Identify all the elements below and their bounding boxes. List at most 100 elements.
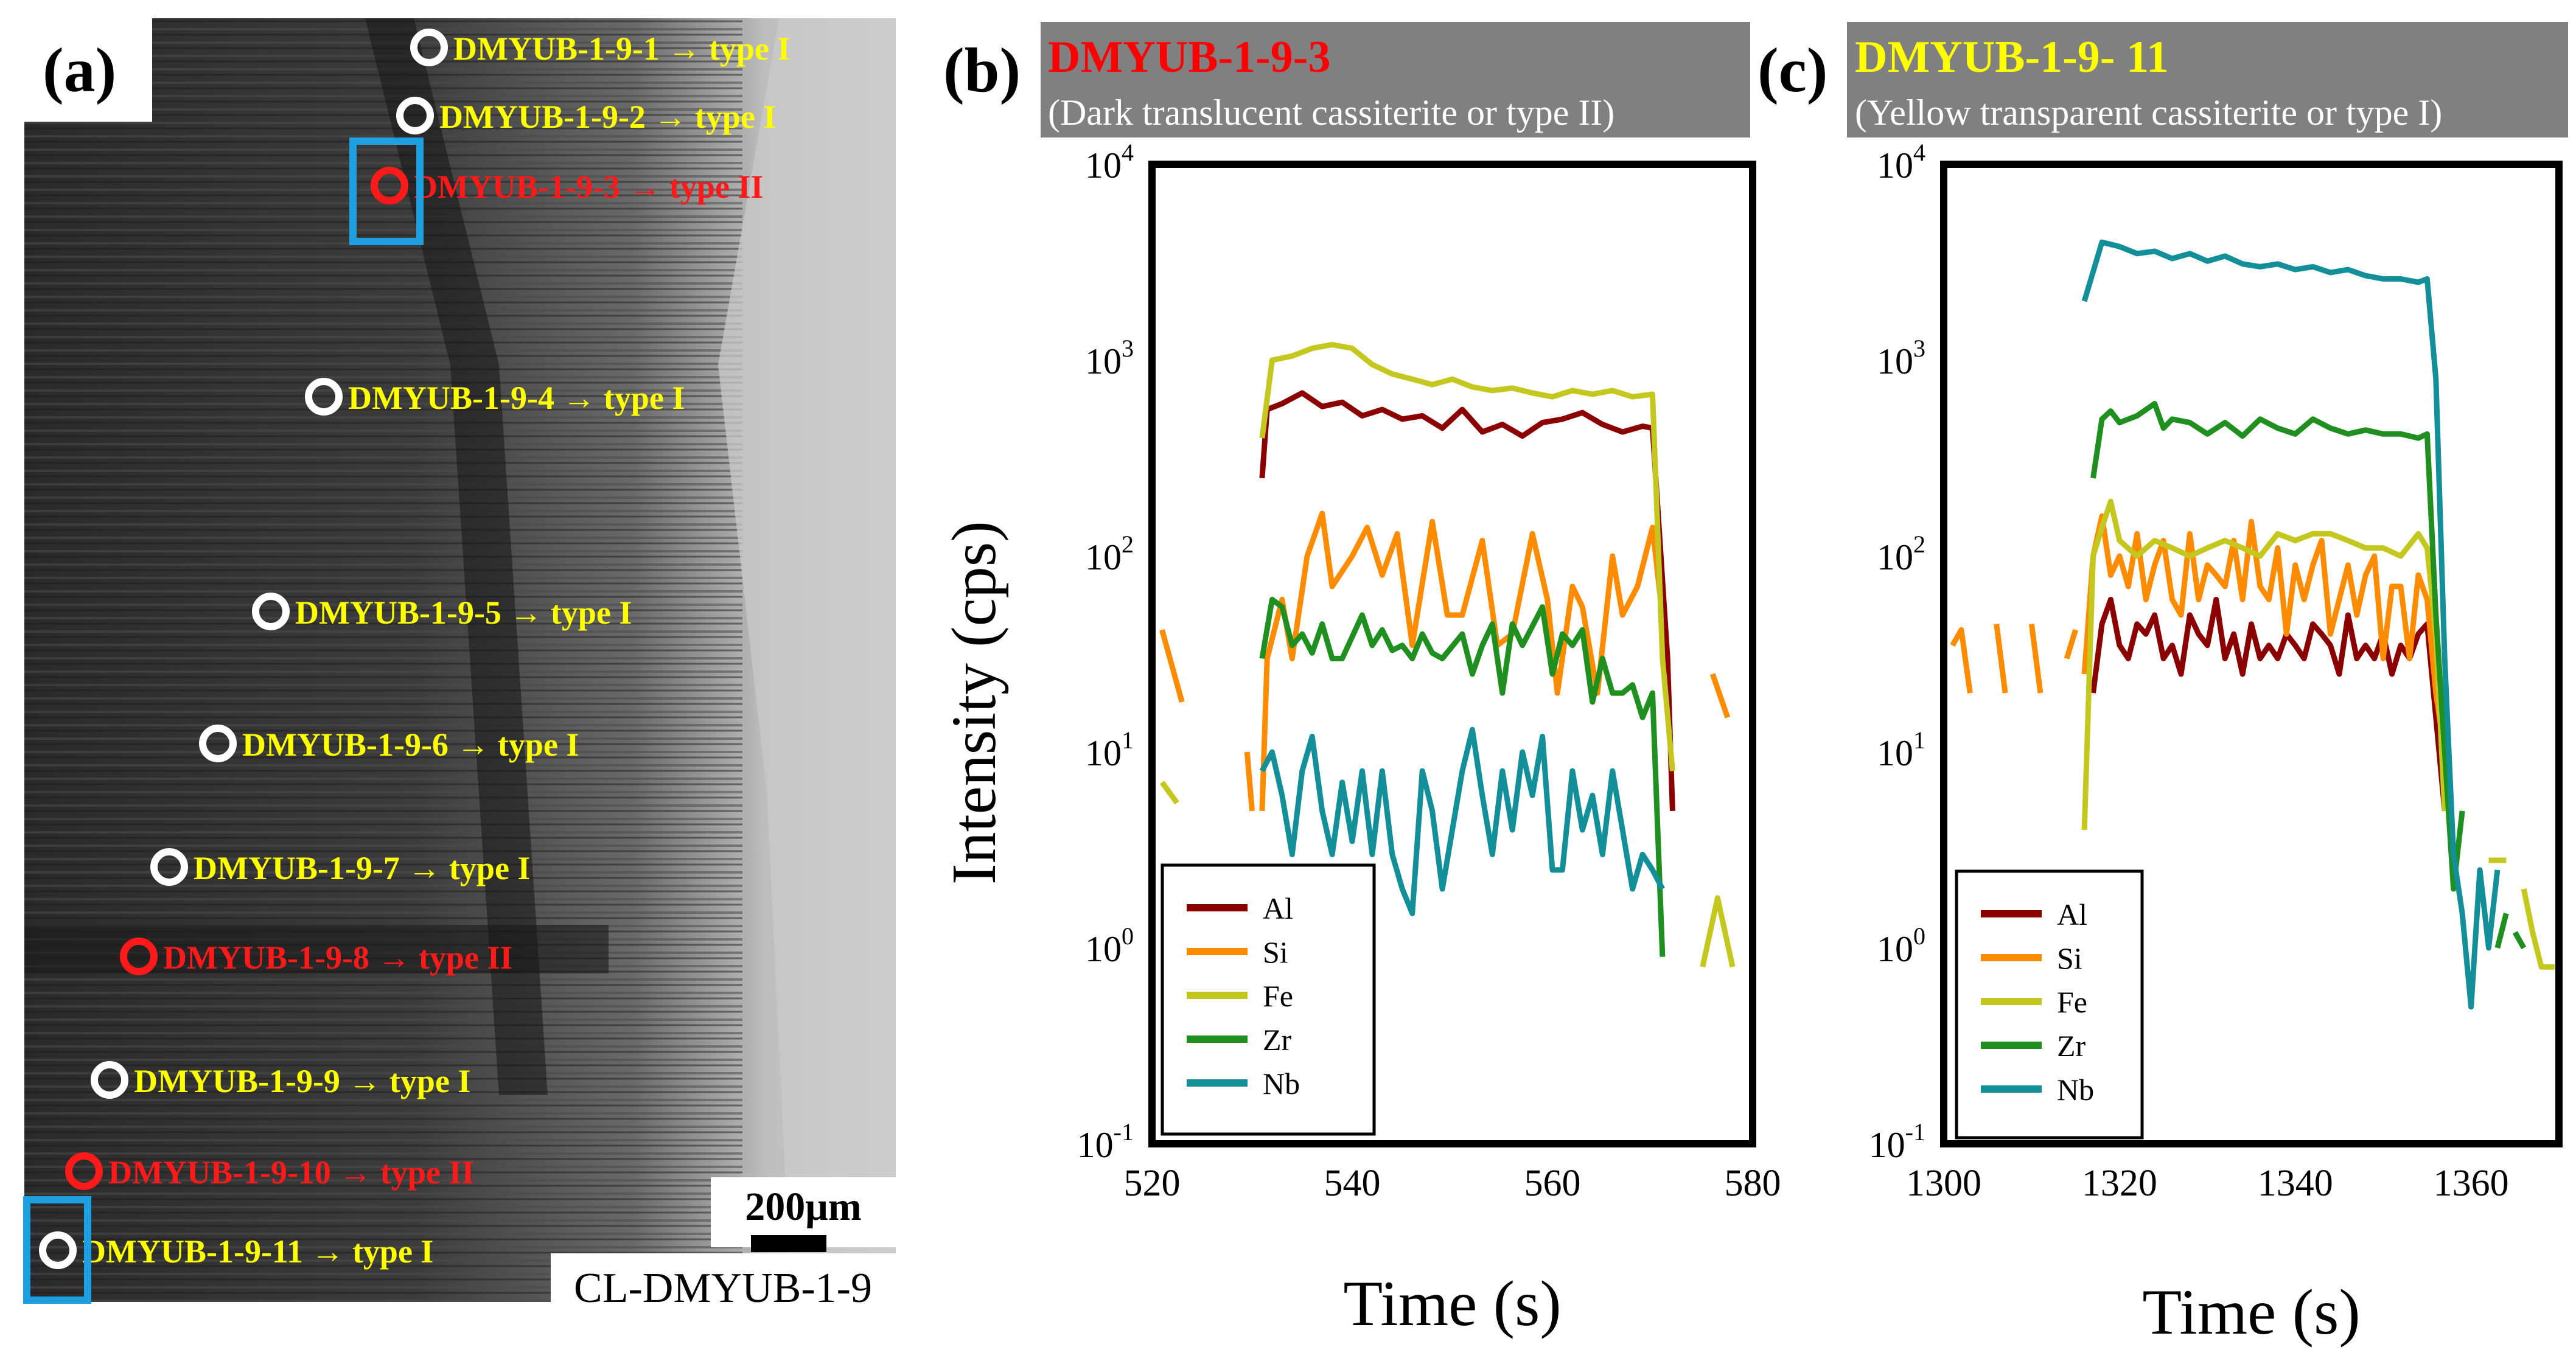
- spot-label: DMYUB-1-9-8 → type II: [163, 939, 512, 976]
- scale-bar-label: 200μm: [745, 1185, 861, 1229]
- legend-label: Fe: [2057, 985, 2087, 1019]
- series-line-fe: [1159, 781, 1179, 805]
- panel-a-cl-image: (a) DMYUB-1-9-1 → type I DMYUB-1-9-2 → ty…: [23, 18, 896, 1314]
- panel-c-header: [1847, 22, 2568, 137]
- sample-label-box: [551, 1253, 896, 1314]
- legend-label: Al: [1263, 891, 1293, 925]
- panel-a-label: (a): [43, 35, 116, 105]
- x-tick-label: 1340: [2258, 1163, 2333, 1204]
- series-line-fe: [1700, 895, 1736, 968]
- series-line-nb: [2081, 239, 2501, 1010]
- y-tick-label: 100: [1877, 922, 1925, 969]
- series-line-zr: [1259, 596, 1666, 957]
- y-tick-label: 103: [1085, 335, 1134, 381]
- legend-label: Nb: [2057, 1073, 2094, 1107]
- x-tick-label: 1360: [2434, 1163, 2509, 1204]
- y-tick-label: 102: [1085, 531, 1134, 577]
- x-tick-label: 580: [1725, 1163, 1781, 1204]
- cl-bright-rim: [718, 18, 896, 1302]
- y-tick-label: 102: [1877, 531, 1925, 577]
- panel-b-title: DMYUB-1-9-3: [1048, 32, 1330, 82]
- series-line-fe: [2521, 888, 2555, 970]
- y-tick-label: 103: [1877, 335, 1925, 381]
- spot-ring: [396, 97, 434, 134]
- series-line-nb: [1259, 726, 1665, 916]
- y-tick-label: 104: [1877, 139, 1925, 186]
- spot-label: DMYUB-1-9-6 → type I: [242, 726, 579, 763]
- panel-b-header: [1041, 22, 1750, 137]
- panel-b-subtitle: (Dark translucent cassiterite or type II…: [1048, 92, 1614, 133]
- y-tick-label: 104: [1085, 139, 1134, 186]
- series-line-al: [2090, 596, 2448, 812]
- series-line-fe: [2081, 498, 2448, 830]
- highlight-box-spot-3: [349, 137, 424, 245]
- legend-label: Si: [1263, 935, 1288, 969]
- panel-c-subtitle: (Yellow transparent cassiterite or type …: [1855, 92, 2442, 133]
- y-tick-label: 101: [1085, 726, 1134, 773]
- panel-c-title: DMYUB-1-9- 11: [1855, 32, 2169, 82]
- series-line-si: [1159, 629, 1185, 703]
- spot-ring: [150, 848, 188, 886]
- spot-label: DMYUB-1-9-9 → type I: [134, 1063, 470, 1099]
- spot-ring: [65, 1152, 103, 1190]
- series-line-al: [1259, 390, 1675, 812]
- spot-ring: [305, 378, 343, 416]
- spot-label: DMYUB-1-9-5 → type I: [295, 594, 632, 631]
- y-tick-label: 100: [1085, 922, 1134, 969]
- legend-label: Al: [2057, 897, 2087, 931]
- panel-c-label: (c): [1757, 35, 1827, 105]
- x-axis-label: Time (s): [2142, 1276, 2360, 1348]
- series-line-si: [1709, 673, 1731, 719]
- cl-dark-band: [24, 925, 609, 973]
- legend-label: Fe: [1263, 979, 1293, 1013]
- x-tick-label: 1320: [2082, 1163, 2157, 1204]
- spot-label: DMYUB-1-9-10 → type II: [108, 1154, 474, 1191]
- series-line-si: [1950, 627, 1973, 694]
- spot-ring: [39, 1231, 77, 1269]
- y-tick-label: 10-1: [1077, 1118, 1134, 1165]
- series-line-si: [1994, 624, 2008, 694]
- spot-ring: [252, 593, 290, 630]
- y-tick-label: 101: [1877, 726, 1925, 773]
- highlight-box-spot-11: [23, 1196, 91, 1304]
- plot-frame: [1148, 161, 1756, 1147]
- x-tick-label: 1300: [1906, 1163, 1981, 1204]
- series-line-zr: [2494, 913, 2509, 949]
- plot-frame: [1940, 161, 2563, 1147]
- spot-label: DMYUB-1-9-4 → type I: [348, 380, 685, 416]
- sample-label: CL-DMYUB-1-9: [574, 1265, 872, 1312]
- series-line-si: [2081, 513, 2448, 753]
- series-line-si: [2064, 628, 2078, 660]
- legend-label: Nb: [1263, 1067, 1300, 1101]
- x-axis-label: Time (s): [1343, 1268, 1561, 1339]
- label-a-box: [24, 18, 152, 122]
- spot-ring: [371, 167, 408, 204]
- spot-ring: [410, 29, 448, 66]
- y-tick-label: 10-1: [1869, 1118, 1925, 1165]
- legend-label: Si: [2057, 941, 2082, 975]
- spot-list: DMYUB-1-9-1 → type I DMYUB-1-9-2 → type I…: [39, 29, 790, 1270]
- scale-bar: [751, 1235, 826, 1252]
- spot-ring: [199, 725, 237, 762]
- panel-b-label: (b): [943, 35, 1021, 105]
- legend-label: Zr: [2057, 1029, 2086, 1063]
- spot-label: DMYUB-1-9-7 → type I: [194, 850, 530, 886]
- series-line-si: [2028, 624, 2044, 694]
- series-line-si: [1244, 751, 1255, 812]
- series-line-zr: [2512, 931, 2527, 950]
- spot-label: DMYUB-1-9-1 → type I: [453, 30, 790, 67]
- spot-label: DMYUB-1-9-11 → type I: [82, 1233, 433, 1270]
- spot-ring: [120, 938, 158, 975]
- spot-label: DMYUB-1-9-3 → type II: [414, 169, 763, 205]
- legend-label: Zr: [1263, 1023, 1292, 1057]
- spot-ring: [91, 1061, 128, 1099]
- x-tick-label: 560: [1524, 1163, 1581, 1204]
- y-axis-label: Intensity (cps): [939, 521, 1009, 885]
- x-tick-label: 540: [1324, 1163, 1381, 1204]
- spot-label: DMYUB-1-9-2 → type I: [439, 99, 776, 135]
- series-line-si: [1259, 510, 1664, 812]
